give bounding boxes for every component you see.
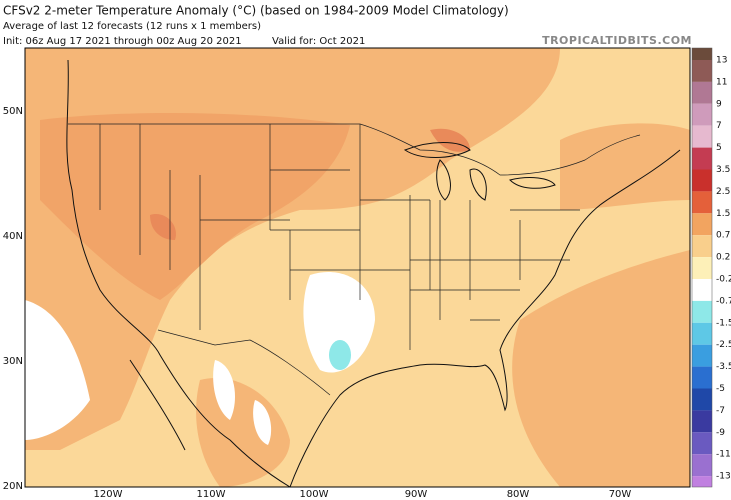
site-credit: TROPICALTIDBITS.COM xyxy=(542,34,692,47)
colorbar-label: -0.75 xyxy=(716,296,731,306)
lon-label: 80W xyxy=(507,489,530,500)
colorbar-swatch xyxy=(692,191,712,214)
colorbar-label: 2.5 xyxy=(716,187,730,197)
colorbar-label: -11 xyxy=(716,450,731,460)
colorbar-label: 11 xyxy=(716,77,727,87)
state-borders xyxy=(99,124,580,350)
lat-label: 20N xyxy=(3,481,23,492)
field-hot-spot xyxy=(430,128,470,152)
anomaly-field xyxy=(25,48,690,487)
field-warmer xyxy=(40,113,350,301)
mexico-border xyxy=(157,329,331,396)
colorbar-swatch xyxy=(692,147,712,170)
colorbar-label: 7 xyxy=(716,121,722,131)
field-neutral xyxy=(253,400,272,445)
colorbar-swatch xyxy=(692,235,712,258)
lat-label: 30N xyxy=(3,356,23,367)
field-warm-ne xyxy=(560,123,690,210)
lon-label: 100W xyxy=(300,489,329,500)
colorbar-swatch xyxy=(692,476,712,487)
colorbar-swatch xyxy=(692,366,712,389)
colorbar-swatch xyxy=(692,432,712,455)
lon-label: 110W xyxy=(197,489,226,500)
lon-label: 70W xyxy=(609,489,632,500)
colorbar-swatch xyxy=(692,300,712,323)
colorbar-label: -7 xyxy=(716,406,725,416)
colorbar: 13 11 9 7 5 3.5 2.5 1.5 0.75 0.25 -0.25 -0.75 -1.5 -2… xyxy=(691,47,731,488)
field-cool xyxy=(329,340,351,370)
valid-time: Valid for: Oct 2021 xyxy=(272,36,365,47)
colorbar-swatch xyxy=(692,322,712,345)
colorbar-label: 3.5 xyxy=(716,165,730,175)
colorbar-label: 0.25 xyxy=(716,253,731,263)
colorbar-swatch xyxy=(692,81,712,104)
lat-label: 50N xyxy=(3,106,23,117)
axis-labels: 50N 40N 30N 20N 120W 110W 100W 90W 80W 70W xyxy=(3,106,632,500)
field-neutral xyxy=(213,360,235,420)
colorbar-label: -13 xyxy=(716,472,731,482)
colorbar-swatch xyxy=(692,279,712,301)
colorbar-frame xyxy=(691,47,713,488)
colorbar-label: -1.5 xyxy=(716,318,731,328)
field-neutral xyxy=(303,272,375,373)
colorbar-swatch xyxy=(692,344,712,367)
colorbar-label: 1.5 xyxy=(716,209,730,219)
colorbar-swatch xyxy=(692,125,712,148)
canada-border xyxy=(68,123,641,176)
colorbar-label: 13 xyxy=(716,56,727,66)
baja-coast xyxy=(129,359,186,451)
field-neutral xyxy=(25,300,90,440)
map-area xyxy=(24,47,691,488)
colorbar-label: -5 xyxy=(716,384,725,394)
colorbar-label: -9 xyxy=(716,428,725,438)
map-frame xyxy=(24,47,691,488)
colorbar-swatch xyxy=(692,60,712,82)
colorbar-label: -3.5 xyxy=(716,362,731,372)
geography-lines xyxy=(66,59,681,487)
init-time: Init: 06z Aug 17 2021 through 00z Aug 20… xyxy=(3,36,242,47)
colorbar-label: -0.25 xyxy=(716,275,731,285)
pacific-coast xyxy=(66,59,291,487)
field-warm-atlantic xyxy=(512,250,690,487)
colorbar-swatch xyxy=(692,257,712,279)
colorbar-swatch xyxy=(692,169,712,192)
colorbar-label: 5 xyxy=(716,143,722,153)
colorbar-swatch xyxy=(692,213,712,236)
colorbar-swatch xyxy=(692,454,712,477)
colorbar-swatch xyxy=(692,388,712,411)
colorbar-swatch xyxy=(692,410,712,433)
colorbar-label: 9 xyxy=(716,99,722,109)
lon-label: 120W xyxy=(94,489,123,500)
great-lakes xyxy=(403,142,556,201)
subtitle: Average of last 12 forecasts (12 runs x … xyxy=(3,21,261,32)
title: CFSv2 2-meter Temperature Anomaly (°C) (… xyxy=(3,4,509,18)
colorbar-swatch xyxy=(692,48,712,60)
colorbar-label: -2.5 xyxy=(716,340,731,350)
colorbar-swatch xyxy=(692,103,712,126)
colorbar-label: 0.75 xyxy=(716,231,731,241)
field-hot-spot xyxy=(150,214,176,240)
gulf-atlantic-coast xyxy=(289,149,681,487)
lon-label: 90W xyxy=(405,489,428,500)
lat-label: 40N xyxy=(3,231,23,242)
